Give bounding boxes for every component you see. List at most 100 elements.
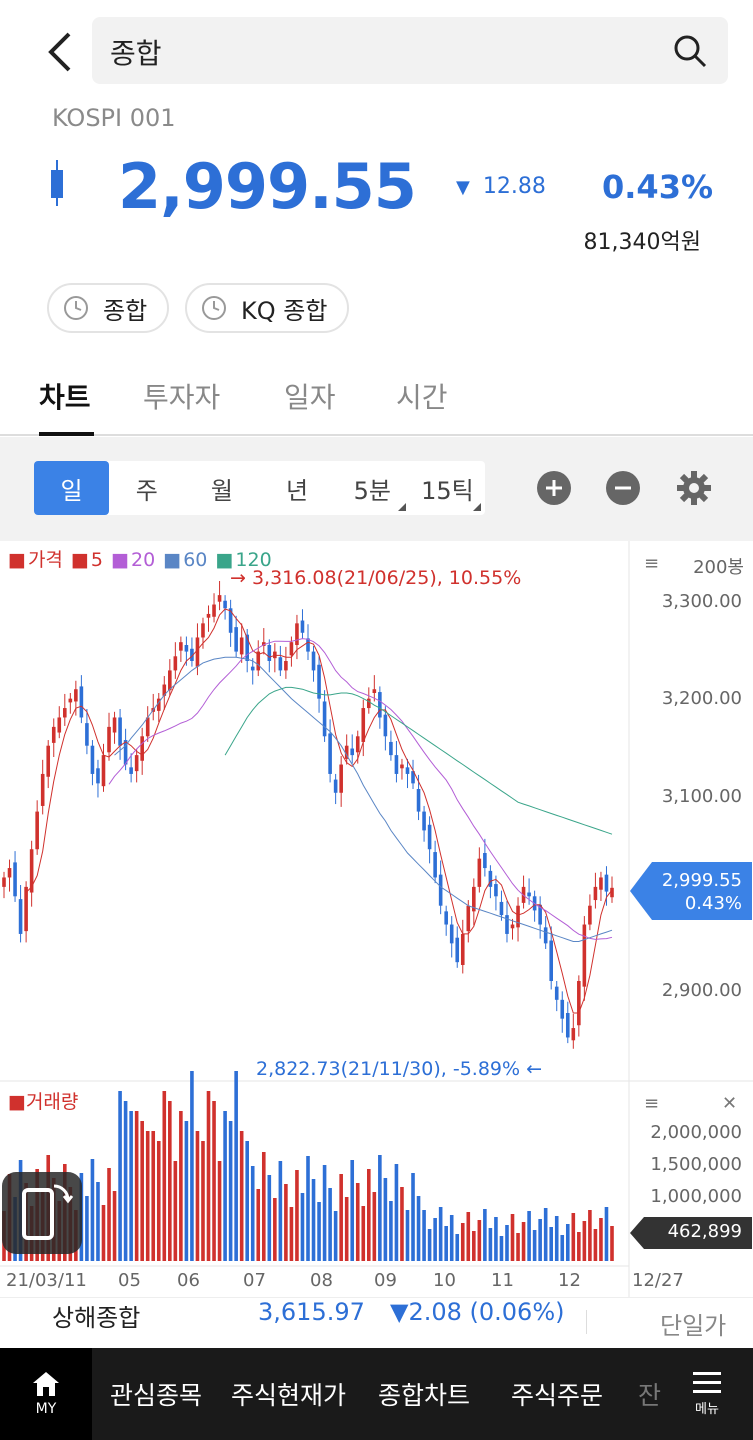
volume-close-icon[interactable]: ✕ xyxy=(722,1093,738,1114)
search-bar[interactable] xyxy=(92,17,728,84)
candle-body xyxy=(29,849,34,893)
candle-body xyxy=(168,670,172,691)
volume-bar xyxy=(455,1234,460,1261)
volume-bar xyxy=(295,1170,299,1261)
zoom-out-icon[interactable] xyxy=(605,470,641,506)
candle-body xyxy=(35,811,39,850)
moving-average-lines xyxy=(25,608,613,1014)
volume-bar xyxy=(173,1161,178,1261)
period-month[interactable]: 월 xyxy=(210,476,233,505)
volume-bar xyxy=(582,1221,587,1261)
unit-price-label[interactable]: 단일가 xyxy=(660,1312,727,1340)
volume-bar xyxy=(317,1202,321,1261)
candle-body xyxy=(355,736,360,753)
chip-kosdaq[interactable]: KQ 종합 xyxy=(185,283,350,333)
nav-chart[interactable]: 종합차트 xyxy=(378,1381,471,1410)
volume-bar xyxy=(350,1160,355,1261)
candle-body xyxy=(217,595,222,602)
period-year[interactable]: 년 xyxy=(286,476,309,505)
volume-bar xyxy=(422,1210,426,1261)
nav-order[interactable]: 주식주문 xyxy=(511,1381,604,1410)
candle-body xyxy=(201,623,205,638)
candle-body xyxy=(483,853,487,869)
period-week[interactable]: 주 xyxy=(135,476,158,505)
tab-investor[interactable]: 투자자 xyxy=(143,381,221,414)
ticker-strip[interactable] xyxy=(0,1297,753,1347)
tab-time[interactable]: 시간 xyxy=(396,381,448,414)
legend-ma120-marker: ■ xyxy=(215,549,234,571)
volume-bar xyxy=(245,1141,249,1261)
candle-body xyxy=(499,901,504,916)
period-5min[interactable]: 5분 xyxy=(335,461,410,515)
legend-ma5-marker: ■ xyxy=(70,549,89,571)
candle-body xyxy=(107,726,111,753)
search-icon[interactable] xyxy=(672,33,708,69)
candle-body xyxy=(405,767,410,774)
volume-bar xyxy=(90,1159,95,1261)
tab-chart[interactable]: 차트 xyxy=(39,381,91,414)
dropdown-corner-icon xyxy=(473,503,482,511)
legend-ma5: 5 xyxy=(90,549,104,571)
volume-bar xyxy=(168,1101,172,1261)
nav-my[interactable]: MY xyxy=(0,1348,92,1440)
price-axis-label: 2,900.00 xyxy=(661,980,742,1001)
volume-bar xyxy=(322,1165,327,1261)
volume-bar xyxy=(195,1131,200,1261)
home-icon xyxy=(33,1372,59,1396)
settings-gear-icon[interactable] xyxy=(676,470,712,506)
volume-bar xyxy=(505,1225,509,1261)
candle-body xyxy=(140,736,144,761)
back-button[interactable] xyxy=(40,28,80,76)
candle-body xyxy=(68,698,73,703)
candle-body xyxy=(416,789,421,812)
period-selector: 일 주 월 년 5분 15틱 xyxy=(34,461,485,515)
legend-ma120: 120 xyxy=(235,549,272,571)
volume-bar xyxy=(521,1222,526,1261)
volume-bar xyxy=(96,1182,100,1261)
nav-menu-label: 메뉴 xyxy=(695,1402,719,1417)
high-annotation: → 3,316.08(21/06/25), 10.55% xyxy=(230,567,522,589)
candle-body xyxy=(190,648,194,661)
nav-watchlist[interactable]: 관심종목 xyxy=(110,1381,203,1410)
chip-kospi[interactable]: 종합 xyxy=(47,283,170,333)
x-axis-label: 21/03/11 xyxy=(6,1270,87,1291)
volume-bar xyxy=(344,1197,349,1261)
rotate-screen-button[interactable] xyxy=(2,1172,82,1254)
x-axis-label: 06 xyxy=(177,1270,200,1291)
ma20-line xyxy=(108,638,613,940)
candle-body xyxy=(24,886,28,932)
volume-legend: ■거래량 xyxy=(8,1087,78,1114)
nav-current-price[interactable]: 주식현재가 xyxy=(231,1381,347,1410)
volume-menu-icon[interactable]: ≡ xyxy=(644,1093,660,1114)
volume-bar xyxy=(433,1218,437,1261)
price-axis-label: 3,200.00 xyxy=(661,688,742,709)
candle-body xyxy=(477,858,482,887)
candle-body xyxy=(510,924,515,929)
volume-bar xyxy=(311,1179,316,1261)
zoom-in-icon[interactable] xyxy=(536,470,572,506)
x-axis-label: 12/27 xyxy=(632,1270,684,1291)
nav-more-partial[interactable]: 잔 xyxy=(638,1381,662,1410)
candle-body xyxy=(234,627,238,652)
chip-label: 종합 xyxy=(103,296,148,325)
ma60-line xyxy=(114,656,613,942)
volume-bar xyxy=(289,1207,294,1261)
volume-bar xyxy=(333,1211,338,1261)
volume-bar xyxy=(438,1207,443,1261)
candle-body xyxy=(79,686,84,718)
tab-daily[interactable]: 일자 xyxy=(284,381,336,414)
volume-bar xyxy=(383,1178,388,1261)
period-day[interactable]: 일 xyxy=(34,461,110,515)
period-15tick[interactable]: 15틱 xyxy=(410,461,485,515)
volume-bar xyxy=(494,1217,498,1261)
volume-bar xyxy=(223,1111,227,1261)
hamburger-small-icon[interactable]: ≡ xyxy=(644,553,660,574)
current-tag-rate: 0.43% xyxy=(684,893,742,914)
volume-bar xyxy=(532,1230,537,1261)
volume-bar xyxy=(560,1235,565,1261)
candle-body xyxy=(51,726,56,743)
volume-bar xyxy=(190,1071,194,1261)
volume-bar xyxy=(372,1192,377,1261)
nav-menu[interactable]: 메뉴 xyxy=(661,1348,753,1440)
candle-body xyxy=(488,870,493,887)
